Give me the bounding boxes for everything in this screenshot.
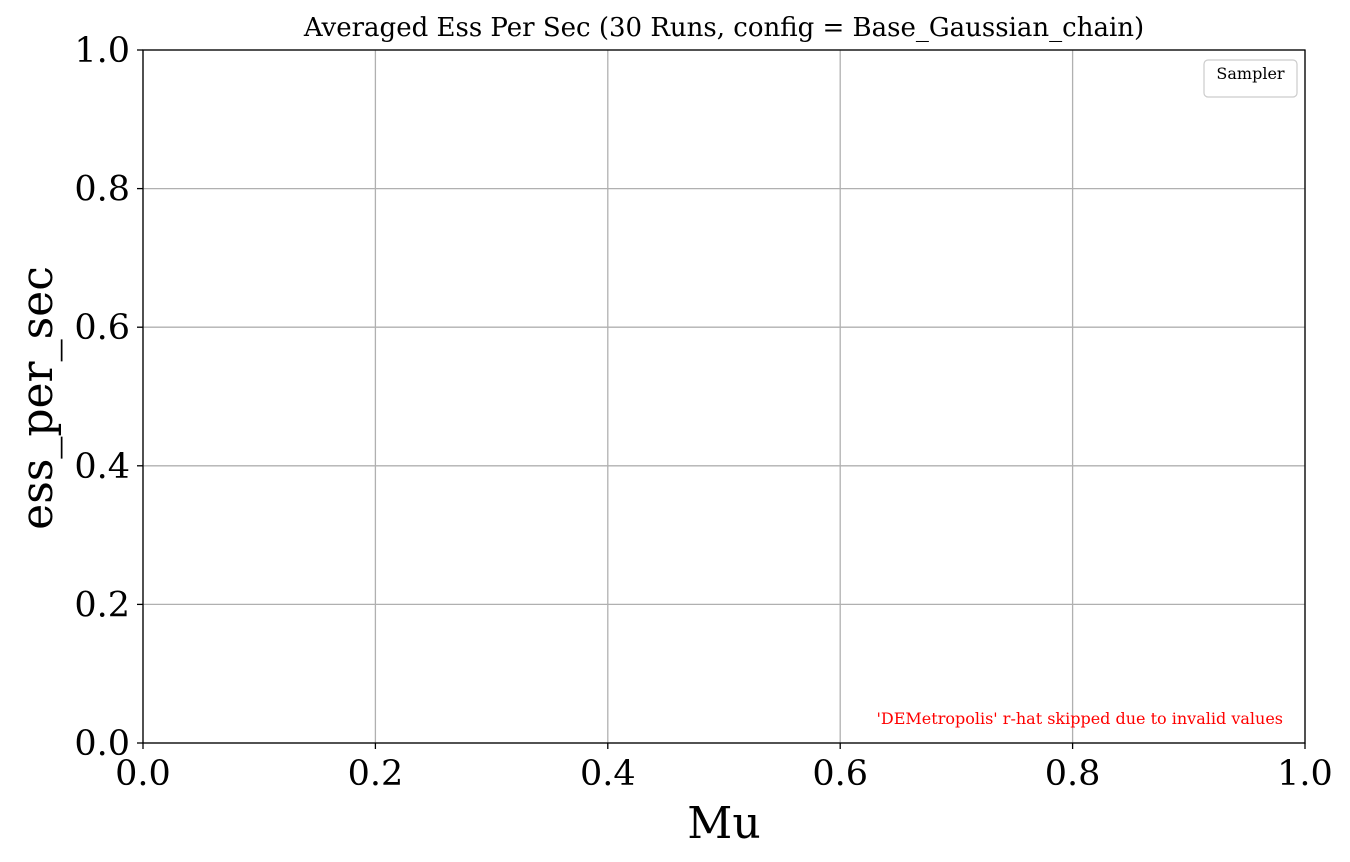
y-axis-label: ess_per_sec	[12, 266, 63, 530]
legend-title: Sampler	[1216, 64, 1285, 83]
y-tick-label: 0.2	[74, 585, 130, 625]
warning-annotation: 'DEMetropolis' r-hat skipped due to inva…	[877, 709, 1283, 728]
y-tick-label: 0.8	[74, 170, 130, 210]
x-tick-label: 0.2	[348, 754, 404, 794]
x-axis-ticks: 0.0 0.2 0.4 0.6 0.8 1.0	[115, 743, 1333, 794]
chart-title: Averaged Ess Per Sec (30 Runs, config = …	[303, 13, 1144, 43]
x-tick-label: 0.0	[115, 754, 171, 794]
legend: Sampler	[1203, 59, 1298, 98]
y-axis-ticks: 0.0 0.2 0.4 0.6 0.8 1.0	[74, 31, 143, 764]
x-tick-label: 0.8	[1045, 754, 1101, 794]
legend-box	[1203, 59, 1298, 98]
x-tick-label: 0.4	[580, 754, 636, 794]
x-tick-label: 0.6	[812, 754, 868, 794]
y-tick-label: 0.4	[74, 447, 130, 487]
y-tick-label: 1.0	[74, 31, 130, 71]
y-tick-label: 0.0	[74, 724, 130, 764]
x-tick-label: 1.0	[1277, 754, 1333, 794]
plot-frame	[142, 49, 1306, 744]
y-tick-label: 0.6	[74, 308, 130, 348]
x-axis-label: Mu	[687, 798, 760, 849]
